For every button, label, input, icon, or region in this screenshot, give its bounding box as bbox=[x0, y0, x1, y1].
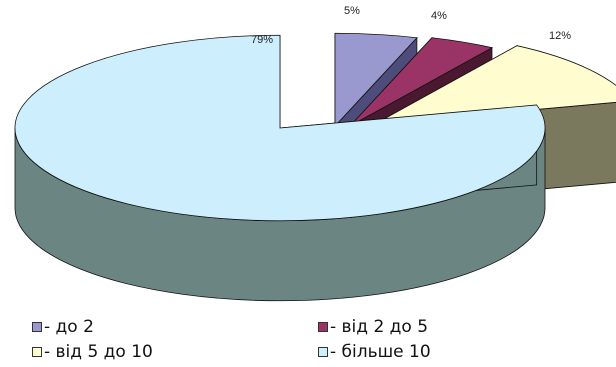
pie-slice-bilshe-10 bbox=[14, 34, 546, 222]
data-label-vid-2-do-5: 4% bbox=[431, 10, 447, 22]
pie-slice-vid-2-do-5 bbox=[349, 37, 494, 127]
pie-slice-vid-5-do-10 bbox=[374, 45, 616, 125]
data-label-vid-5-do-10: 12% bbox=[549, 30, 571, 42]
pie-slice-do-2 bbox=[334, 32, 418, 128]
data-label-do-2: 5% bbox=[344, 5, 360, 17]
data-label-bilshe-10: 79% bbox=[251, 34, 273, 46]
pie-tops bbox=[14, 32, 616, 222]
